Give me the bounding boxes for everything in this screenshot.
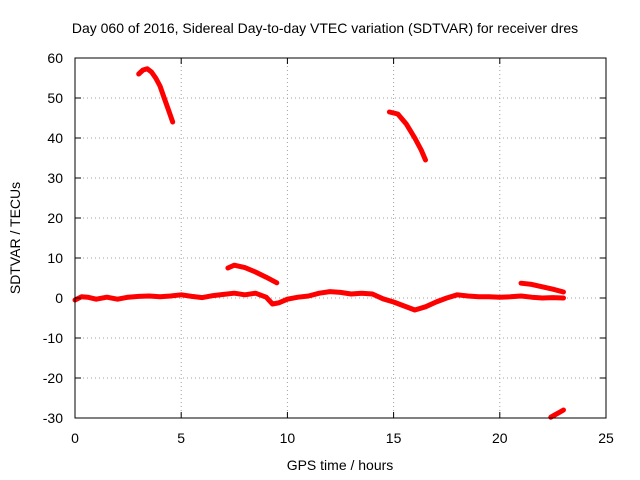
y-tick-label: 40 [47,130,63,146]
y-tick-label: 0 [55,290,63,306]
y-tick-label: -20 [43,370,63,386]
series-arc-4 [518,280,566,295]
y-tick-label: -30 [43,410,63,426]
y-tick-label: -10 [43,330,63,346]
x-tick-label: 0 [71,430,79,446]
y-tick-label: 50 [47,90,63,106]
series-arc-3 [386,109,428,163]
x-tick-label: 15 [386,430,402,446]
y-tick-label: 30 [47,170,63,186]
x-tick-label: 10 [280,430,296,446]
series-arc-2 [225,262,280,286]
x-axis-title: GPS time / hours [287,457,394,473]
x-tick-label: 25 [598,430,614,446]
series-arc-1 [136,66,176,125]
y-tick-label: 10 [47,250,63,266]
y-tick-label: 20 [47,210,63,226]
ticks: 0 5 10 15 20 25 -30 -20 -10 0 10 20 30 40 50 60 [43,50,614,446]
y-tick-label: 60 [47,50,63,66]
x-tick-label: 5 [177,430,185,446]
series-arc-5 [548,407,566,420]
chart-title: Day 060 of 2016, Sidereal Day-to-day VTE… [72,20,578,36]
x-tick-label: 20 [492,430,508,446]
grid [75,58,606,418]
plot-frame [74,57,607,419]
y-axis-title: SDTVAR / TECUs [7,182,23,294]
series-layer [72,66,566,420]
series-baseline [72,289,566,313]
